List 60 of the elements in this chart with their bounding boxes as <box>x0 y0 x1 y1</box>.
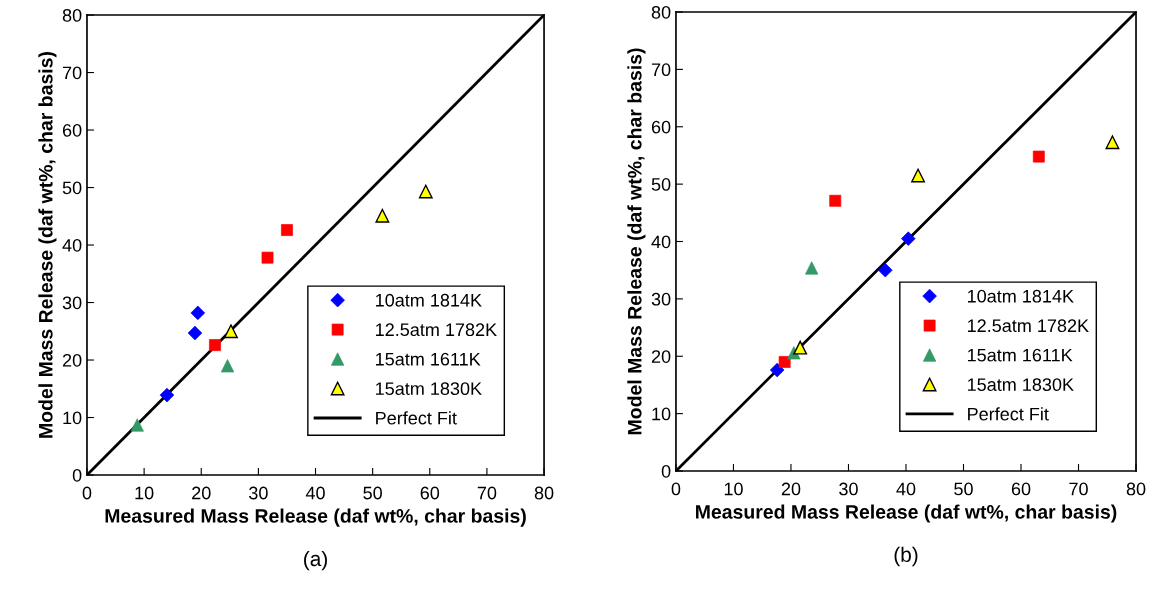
x-tick-label: 20 <box>192 486 211 500</box>
y-tick-label: 70 <box>651 63 671 77</box>
y-tick-label: 60 <box>651 120 671 134</box>
x-tick-label: 0 <box>671 482 681 496</box>
y-tick-label: 20 <box>651 350 671 363</box>
y-tick-label: 0 <box>72 468 82 482</box>
legend-label: Perfect Fit <box>376 411 457 425</box>
y-tick-label: 40 <box>651 235 671 249</box>
x-tick-label: 80 <box>1126 482 1146 496</box>
point <box>418 184 433 199</box>
x-tick-label: 40 <box>896 482 916 496</box>
point <box>793 340 808 355</box>
legend-label: 12.5atm 1782K <box>967 319 1089 333</box>
x-tick-label: 20 <box>781 482 801 496</box>
y-tick-label: 80 <box>651 5 671 19</box>
y-tick-label: 20 <box>62 353 82 367</box>
y-tick-label: 10 <box>652 407 671 421</box>
x-tick-label: 50 <box>954 482 973 496</box>
legend-label: 15atm 1611K <box>967 348 1073 362</box>
y-tick-label: 50 <box>62 181 82 195</box>
x-tick-label: 50 <box>363 486 382 500</box>
legend-label: Perfect Fit <box>968 407 1049 421</box>
y-tick-label: 0 <box>661 464 671 478</box>
y-axis-title: Model Mass Release (daf wt%, char basis) <box>627 48 646 435</box>
x-tick-label: 10 <box>135 486 154 500</box>
x-axis-title: Measured Mass Release (daf wt%, char basis) <box>105 508 526 527</box>
legend-label: 10atm 1814K <box>376 293 482 307</box>
x-tick-label: 30 <box>249 486 268 500</box>
point <box>375 208 390 223</box>
x-tick-label: 40 <box>305 486 325 500</box>
legend-label: 12.5atm 1782K <box>376 323 497 337</box>
x-tick-label: 80 <box>534 486 554 500</box>
x-tick-label: 70 <box>477 486 497 500</box>
point <box>224 324 238 339</box>
x-tick-label: 60 <box>420 486 440 500</box>
y-axis-title: Model Mass Release (daf wt%, char basis) <box>38 52 57 438</box>
point <box>209 339 221 351</box>
text: (a) <box>304 550 327 571</box>
legend-label: 15atm 1830K <box>376 382 482 396</box>
x-tick-label: 0 <box>82 486 92 500</box>
point <box>1105 135 1120 150</box>
point <box>911 168 926 183</box>
y-tick-label: 40 <box>62 238 82 252</box>
y-tick-label: 60 <box>62 123 82 137</box>
y-tick-label: 10 <box>63 411 82 425</box>
y-tick-label: 70 <box>62 66 82 80</box>
x-tick-label: 30 <box>839 482 858 496</box>
x-axis-title: Measured Mass Release (daf wt%, char basis) <box>696 504 1117 523</box>
legend-label: 15atm 1830K <box>967 378 1074 392</box>
y-tick-label: 30 <box>651 292 671 306</box>
legend-label: 15atm 1611K <box>376 352 481 366</box>
text: (b) <box>894 546 918 567</box>
y-tick-label: 30 <box>62 296 82 310</box>
point <box>281 224 293 236</box>
y-tick-label: 50 <box>651 178 671 191</box>
x-tick-label: 70 <box>1069 482 1088 496</box>
x-tick-label: 60 <box>1011 482 1031 496</box>
x-tick-label: 10 <box>724 482 743 496</box>
y-tick-label: 80 <box>62 8 82 22</box>
legend-label: 10atm 1814K <box>967 289 1074 303</box>
